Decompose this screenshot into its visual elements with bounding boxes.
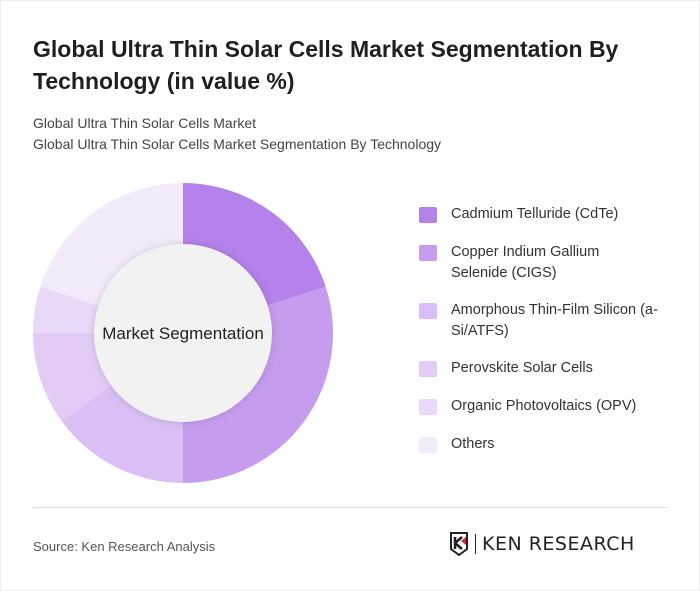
legend-swatch	[419, 245, 437, 261]
legend-swatch	[419, 207, 437, 223]
legend-label: Amorphous Thin-Film Silicon (a-Si/ATFS)	[451, 302, 658, 339]
center-label: Market Segmentation	[102, 324, 264, 343]
subtitle-market: Global Ultra Thin Solar Cells Market	[33, 115, 257, 131]
legend-label: Copper Indium Gallium Selenide (CIGS)	[451, 244, 600, 281]
donut-center	[94, 244, 272, 422]
legend: Cadmium Telluride (CdTe) Copper Indium Ga…	[419, 204, 679, 472]
ken-research-logo: KEN RESEARCH	[449, 532, 635, 556]
legend-swatch	[419, 303, 437, 319]
subtitle-segmentation: Global Ultra Thin Solar Cells Market Seg…	[33, 136, 442, 152]
logo-text: KEN RESEARCH	[482, 533, 635, 555]
legend-swatch	[419, 437, 437, 453]
legend-label: Cadmium Telluride (CdTe)	[451, 206, 619, 222]
legend-label: Perovskite Solar Cells	[451, 360, 593, 376]
legend-item: Amorphous Thin-Film Silicon (a-Si/ATFS)	[419, 300, 679, 342]
legend-item: Cadmium Telluride (CdTe)	[419, 204, 679, 225]
source-note: Source: Ken Research Analysis	[33, 539, 216, 554]
legend-label: Organic Photovoltaics (OPV)	[451, 398, 637, 414]
divider	[33, 507, 667, 508]
legend-item: Others	[419, 434, 679, 455]
legend-item: Perovskite Solar Cells	[419, 358, 679, 379]
logo-shield-icon	[450, 532, 468, 556]
legend-label: Others	[451, 436, 495, 452]
legend-item: Organic Photovoltaics (OPV)	[419, 396, 679, 417]
donut-chart: Market Segmentation	[33, 183, 333, 483]
legend-swatch	[419, 361, 437, 377]
chart-title: Global Ultra Thin Solar Cells Market Seg…	[33, 36, 619, 94]
legend-swatch	[419, 399, 437, 415]
legend-item: Copper Indium Gallium Selenide (CIGS)	[419, 242, 679, 284]
